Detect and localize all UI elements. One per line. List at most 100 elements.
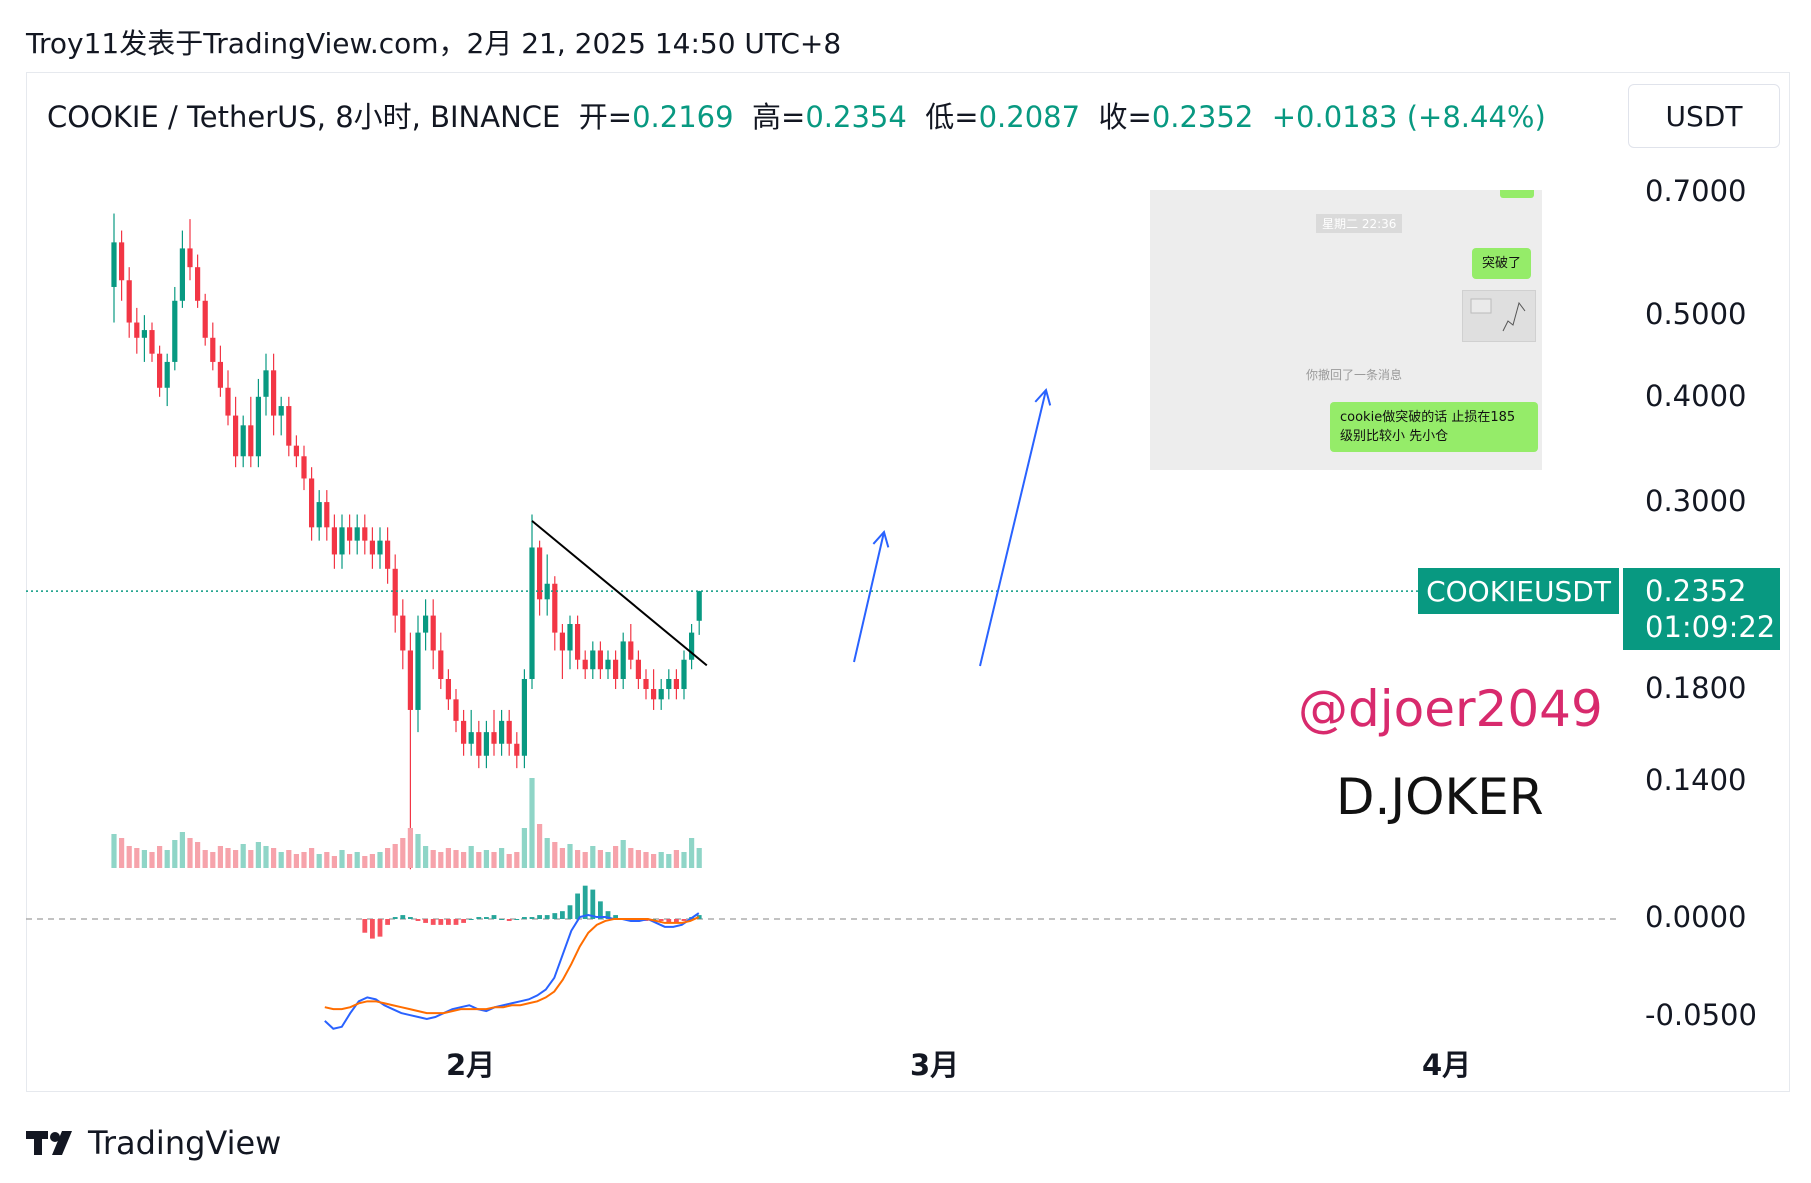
open-label: 开=	[578, 100, 633, 134]
volume-bar	[666, 854, 672, 868]
time-tick-label: 3月	[910, 1048, 960, 1082]
candle-body	[187, 248, 193, 268]
symbol-tag: COOKIEUSDT	[1418, 568, 1619, 614]
volume-bar	[179, 832, 185, 868]
volume-bar	[407, 828, 413, 868]
price-tick-label: 0.7000	[1645, 174, 1747, 208]
macd-histogram-bar	[544, 915, 550, 919]
chat-screenshot: 星期二 22:36 突破了 你撤回了一条消息 cookie做突破的话 止损在18…	[1150, 190, 1542, 470]
macd-histogram-bar	[537, 915, 542, 919]
volume-bar	[575, 850, 581, 868]
candle-body	[529, 547, 535, 680]
macd-histogram-bar	[567, 905, 573, 919]
candle-body	[575, 624, 581, 660]
volume-bar	[316, 854, 322, 868]
watermark-handle: @djoer2049	[1298, 680, 1603, 738]
volume-bar	[377, 852, 383, 868]
candle-body	[567, 624, 573, 651]
candle-body	[476, 732, 482, 756]
candle-body	[445, 679, 451, 700]
macd-histogram-bar	[392, 917, 398, 919]
macd-histogram-bar	[590, 889, 596, 919]
candle-body	[225, 387, 231, 416]
bar-countdown: 01:09:22	[1645, 610, 1776, 644]
macd-histogram-bar	[423, 919, 428, 923]
candle-body	[278, 406, 284, 416]
macd-histogram-bar	[476, 917, 482, 919]
candle-body	[157, 353, 163, 388]
chat-bubble-line: 级别比较小 先小仓	[1340, 429, 1449, 444]
candle-body	[689, 632, 695, 660]
macd-histogram-bar	[461, 919, 466, 923]
macd-histogram-bar	[453, 919, 459, 925]
macd-histogram-bar	[385, 919, 390, 925]
macd-histogram-bar	[613, 915, 618, 919]
candle-body	[233, 415, 239, 457]
candle-body	[499, 720, 505, 744]
volume-bar	[164, 850, 170, 868]
volume-bar	[157, 846, 163, 868]
candle-body	[597, 650, 603, 670]
volume-bar	[217, 846, 223, 868]
currency-button[interactable]: USDT	[1628, 84, 1780, 148]
close-label: 收=	[1098, 100, 1152, 134]
macd-histogram-bar	[674, 919, 679, 923]
macd-line	[324, 912, 700, 1030]
macd-histogram-bar	[582, 885, 588, 919]
high-value: 0.2354	[805, 100, 907, 134]
volume-bar	[499, 848, 505, 868]
volume-bar	[362, 856, 368, 868]
chat-timestamp: 星期二 22:36	[1316, 214, 1403, 233]
volume-bar	[415, 834, 421, 868]
close-value: 0.2352	[1151, 100, 1254, 134]
volume-bar	[263, 846, 269, 868]
candle-body	[202, 300, 208, 338]
candle-body	[271, 370, 277, 416]
chat-bubble-breakout: 突破了	[1472, 248, 1532, 279]
macd-histogram-bar	[560, 911, 565, 919]
volume-bar	[476, 852, 482, 868]
volume-bar	[590, 846, 596, 868]
candle-body	[255, 396, 261, 457]
candle-body	[491, 732, 497, 744]
volume-bar	[430, 850, 436, 868]
macd-histogram-bar	[491, 915, 497, 919]
volume-bar	[438, 852, 444, 868]
candle-body	[377, 540, 383, 555]
volume-bar	[673, 850, 679, 868]
macd-histogram-bar	[408, 917, 413, 919]
volume-bar	[126, 846, 132, 868]
tradingview-logo-icon	[26, 1131, 72, 1155]
candle-body	[119, 242, 125, 281]
volume-bar	[461, 852, 467, 868]
macd-histogram-bar	[446, 919, 451, 925]
volume-bar	[141, 850, 147, 868]
chat-recall-notice: 你撤回了一条消息	[1306, 368, 1403, 382]
ohlc-legend: COOKIE / TetherUS, 8小时, BINANCE 开=0.2169…	[47, 94, 1546, 136]
low-label: 低=	[925, 100, 979, 134]
volume-bar	[392, 844, 398, 868]
volume-bar	[453, 850, 459, 868]
macd-histogram-bar	[605, 911, 611, 919]
candle-body	[324, 502, 330, 528]
volume-bar	[552, 842, 558, 868]
volume-bar	[248, 850, 254, 868]
arrow-large-head	[1034, 387, 1052, 406]
macd-histogram-bar	[552, 913, 558, 919]
volume-bar	[271, 848, 277, 868]
candle-body	[149, 330, 155, 354]
volume-bar	[195, 842, 201, 868]
volume-bar	[491, 852, 497, 868]
candle-body	[111, 242, 117, 287]
volume-bar	[544, 838, 550, 868]
candle-body	[263, 370, 269, 397]
price-tick-label: 0.1400	[1645, 763, 1747, 797]
candle-body	[293, 445, 299, 457]
trendline	[531, 520, 708, 667]
volume-bar	[445, 848, 451, 868]
macd-tick-label: -0.0500	[1645, 998, 1757, 1032]
volume-bar	[301, 852, 307, 868]
last-price-value: 0.2352	[1645, 574, 1747, 608]
volume-bar	[483, 850, 489, 868]
